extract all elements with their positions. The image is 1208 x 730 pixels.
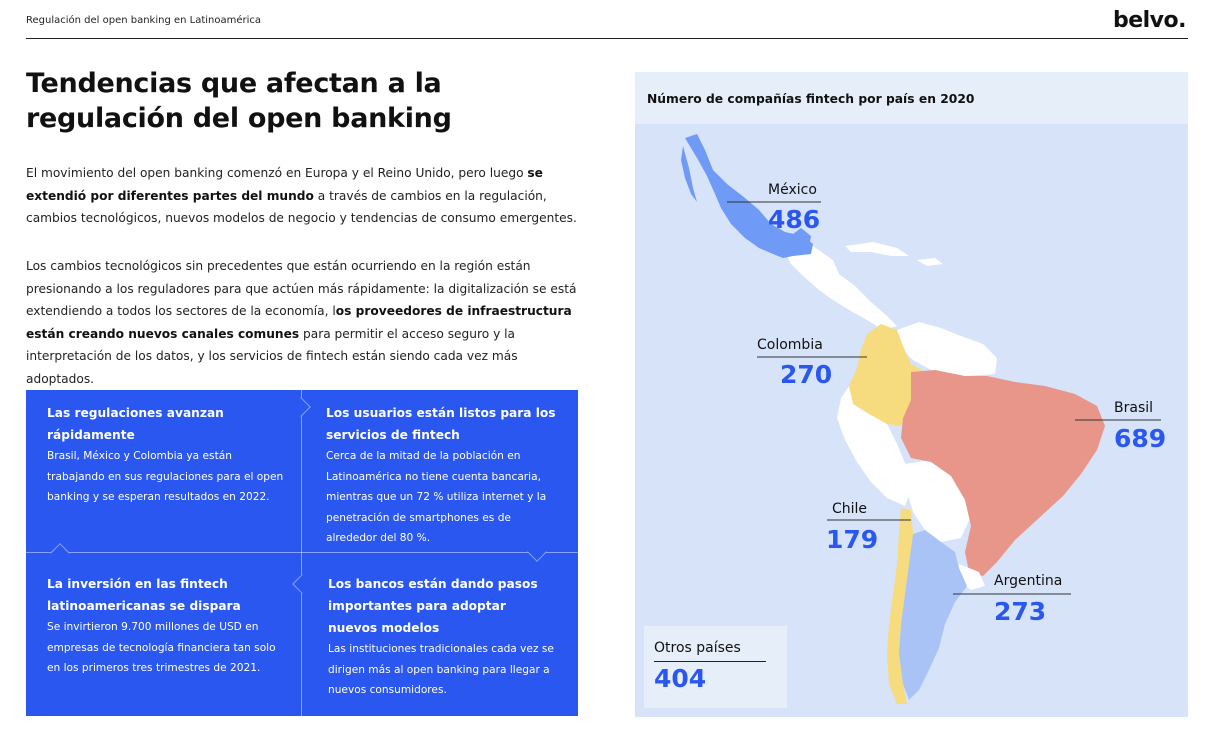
p1-text-bold: se extendió por diferentes partes del mu…: [26, 166, 543, 203]
map-header: Número de compañías fintech por país en …: [635, 72, 1188, 124]
trend-body: Las instituciones tradicionales cada vez…: [328, 643, 554, 696]
country-label-chile: Chile: [832, 501, 868, 517]
country-value-mexico: 486: [768, 205, 821, 234]
caribbean-hispaniola-shape: [917, 258, 943, 266]
caribbean-cuba-shape: [845, 242, 909, 256]
p1-text-c: a través de cambios en la regulación, ca…: [26, 188, 577, 226]
trend-card: Los bancos están dando pasos importantes…: [328, 573, 558, 701]
colombia-shape: [849, 324, 925, 426]
country-value-colombia: 270: [780, 360, 833, 389]
grid-divider-horizontal: [26, 552, 578, 553]
belvo-logo: belvo.: [1112, 8, 1187, 33]
otros-paises-value: 404: [654, 664, 707, 693]
brasil-shape: [901, 370, 1105, 576]
trend-body: Cerca de la mitad de la población en Lat…: [326, 450, 547, 544]
intro-paragraph-2: Los cambios tecnológicos sin precedentes…: [26, 255, 586, 390]
notch-up: [50, 543, 70, 563]
p2-text-a: Los cambios tecnológicos sin precedentes…: [26, 259, 577, 318]
chile-shape: [887, 508, 913, 704]
country-label-brasil: Brasil: [1114, 400, 1154, 416]
trend-card: La inversión en las fintech latinoameric…: [47, 573, 287, 679]
trends-grid: Las regulaciones avanzan rápidamente Bra…: [26, 390, 578, 716]
page-header: Regulación del open banking en Latinoamé…: [26, 8, 1188, 39]
fintech-map-panel: Número de compañías fintech por país en …: [635, 72, 1188, 717]
intro-paragraph-1: El movimiento del open banking comenzó e…: [26, 162, 586, 230]
map-title: Número de compañías fintech por país en …: [647, 92, 975, 106]
trend-title: Los bancos están dando pasos importantes…: [328, 577, 538, 635]
otros-paises-box: Otros países 404: [644, 626, 787, 708]
notch-right: [291, 397, 311, 417]
otros-paises-line: [654, 661, 766, 662]
trend-title: La inversión en las fintech latinoameric…: [47, 577, 241, 613]
page-title: Tendencias que afectan a la regulación d…: [26, 68, 452, 134]
country-value-brasil: 689: [1114, 424, 1167, 453]
trend-body: Brasil, México y Colombia ya están traba…: [47, 450, 284, 503]
venezuela-shape: [897, 322, 997, 376]
trend-card: Las regulaciones avanzan rápidamente Bra…: [47, 402, 287, 508]
trend-body: Se invirtieron 9.700 millones de USD en …: [47, 621, 276, 674]
argentina-shape: [899, 530, 967, 700]
trend-title: Las regulaciones avanzan rápidamente: [47, 406, 224, 442]
trend-title: Los usuarios están listos para los servi…: [326, 406, 556, 442]
p1-text-a: El movimiento del open banking comenzó e…: [26, 166, 528, 180]
trend-card: Los usuarios están listos para los servi…: [326, 402, 556, 549]
country-label-colombia: Colombia: [757, 337, 823, 353]
latam-map: [681, 134, 1161, 704]
grid-divider-vertical: [301, 390, 302, 716]
country-label-argentina: Argentina: [994, 573, 1063, 589]
country-value-chile: 179: [826, 525, 879, 554]
header-title: Regulación del open banking en Latinoamé…: [26, 15, 262, 26]
otros-paises-label: Otros países: [654, 640, 741, 656]
notch-left: [292, 574, 312, 594]
mexico-yucatan-shape: [785, 228, 811, 252]
central-america-shape: [785, 246, 897, 330]
country-label-mexico: México: [768, 182, 817, 198]
p2-text-bold: os proveedores de infraestructura están …: [26, 304, 572, 341]
peru-shape: [837, 386, 911, 506]
country-value-argentina: 273: [994, 597, 1047, 626]
p2-text-c: para permitir el acceso seguro y la inte…: [26, 326, 518, 386]
